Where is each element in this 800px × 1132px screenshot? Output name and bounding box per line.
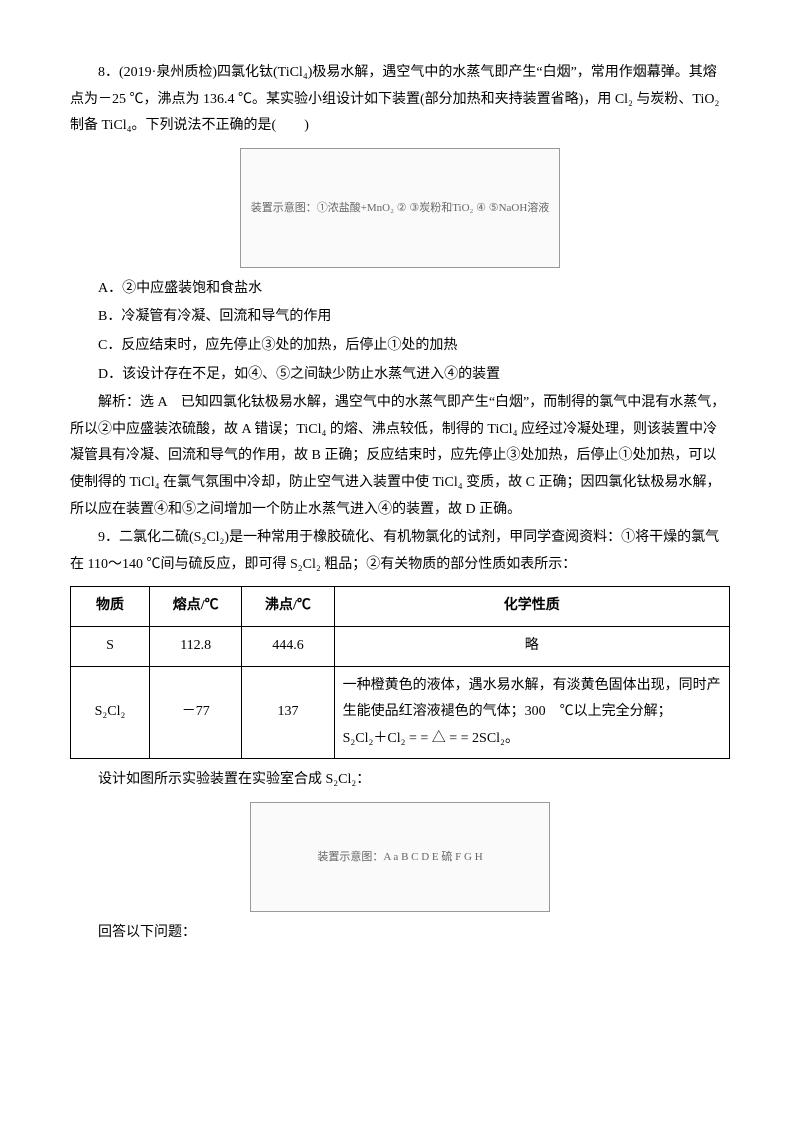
q9-figure-label: 装置示意图：A a B C D E 硫 F G H xyxy=(317,850,482,864)
cell-s-mp: 112.8 xyxy=(150,626,242,666)
q8-figure-label: 装置示意图：①浓盐酸+MnO₂ ② ③炭粉和TiO₂ ④ ⑤NaOH溶液 xyxy=(251,201,550,215)
q9-figure: 装置示意图：A a B C D E 硫 F G H xyxy=(250,802,550,912)
cell-s2cl2-prop: 一种橙黄色的液体，遇水易水解，有淡黄色固体出现，同时产生能使品红溶液褪色的气体；… xyxy=(334,666,729,759)
q9-figure-wrap: 装置示意图：A a B C D E 硫 F G H xyxy=(70,802,730,912)
q8-answer: 解析：选 A 已知四氯化钛极易水解，遇空气中的水蒸气即产生“白烟”，而制得的氯气… xyxy=(70,390,730,523)
q8-figure: 装置示意图：①浓盐酸+MnO₂ ② ③炭粉和TiO₂ ④ ⑤NaOH溶液 xyxy=(240,148,560,268)
cell-s2cl2-name: S₂Cl₂ xyxy=(71,666,150,759)
th-prop: 化学性质 xyxy=(334,587,729,627)
q9-stem2: 设计如图所示实验装置在实验室合成 S₂Cl₂： xyxy=(70,767,730,794)
q8-option-b: B．冷凝管有冷凝、回流和导气的作用 xyxy=(70,304,730,331)
cell-s-bp: 444.6 xyxy=(242,626,334,666)
cell-s2cl2-prop-line1: 一种橙黄色的液体，遇水易水解，有淡黄色固体出现，同时产生能使品红溶液褪色的气体；… xyxy=(343,678,721,720)
th-mp: 熔点/℃ xyxy=(150,587,242,627)
q8-figure-wrap: 装置示意图：①浓盐酸+MnO₂ ② ③炭粉和TiO₂ ④ ⑤NaOH溶液 xyxy=(70,148,730,268)
q9-stem3: 回答以下问题： xyxy=(70,920,730,947)
th-substance: 物质 xyxy=(71,587,150,627)
cell-s2cl2-mp: －77 xyxy=(150,666,242,759)
q9-table: 物质 熔点/℃ 沸点/℃ 化学性质 S 112.8 444.6 略 S₂Cl₂ … xyxy=(70,586,730,759)
table-row: S 112.8 444.6 略 xyxy=(71,626,730,666)
cell-s-name: S xyxy=(71,626,150,666)
q8-option-c: C．反应结束时，应先停止③处的加热，后停止①处的加热 xyxy=(70,333,730,360)
q8-stem: 8．(2019·泉州质检)四氯化钛(TiCl₄)极易水解，遇空气中的水蒸气即产生… xyxy=(70,60,730,140)
table-row-header: 物质 熔点/℃ 沸点/℃ 化学性质 xyxy=(71,587,730,627)
q8-option-d: D．该设计存在不足，如④、⑤之间缺少防止水蒸气进入④的装置 xyxy=(70,362,730,389)
th-bp: 沸点/℃ xyxy=(242,587,334,627)
q9-stem1: 9．二氯化二硫(S₂Cl₂)是一种常用于橡胶硫化、有机物氯化的试剂，甲同学查阅资… xyxy=(70,525,730,578)
q8-option-a: A．②中应盛装饱和食盐水 xyxy=(70,276,730,303)
cell-s-prop: 略 xyxy=(334,626,729,666)
cell-s2cl2-prop-eq: S₂Cl₂＋Cl₂ = = △ = = 2SCl₂。 xyxy=(343,731,519,746)
table-row: S₂Cl₂ －77 137 一种橙黄色的液体，遇水易水解，有淡黄色固体出现，同时… xyxy=(71,666,730,759)
cell-s2cl2-bp: 137 xyxy=(242,666,334,759)
